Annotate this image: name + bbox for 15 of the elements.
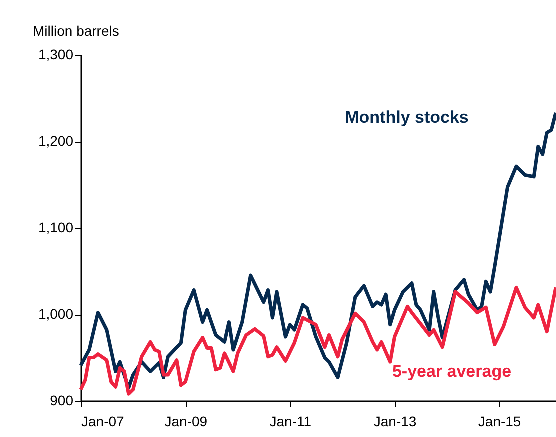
text: Monthly stocks (345, 108, 469, 127)
x-tick-label: Jan-09 (164, 414, 208, 430)
y-tick-label: 1,300 (38, 46, 74, 62)
x-tick-label: Jan-11 (270, 414, 312, 430)
line-series (79, 286, 556, 396)
y-axis-title: Million barrels (33, 23, 120, 39)
y-tick-label: 900 (50, 392, 74, 408)
x-tick-label: Jan-13 (374, 414, 417, 430)
x-tick-label: Jan-07 (82, 414, 125, 430)
line-series (79, 111, 556, 390)
series-label: 5-year average (392, 362, 512, 381)
x-tick-label: Jan-15 (478, 414, 522, 430)
y-tick-label: 1,000 (38, 306, 74, 322)
y-tick-label: 1,100 (38, 220, 74, 236)
y-tick-label: 1,200 (38, 133, 74, 149)
